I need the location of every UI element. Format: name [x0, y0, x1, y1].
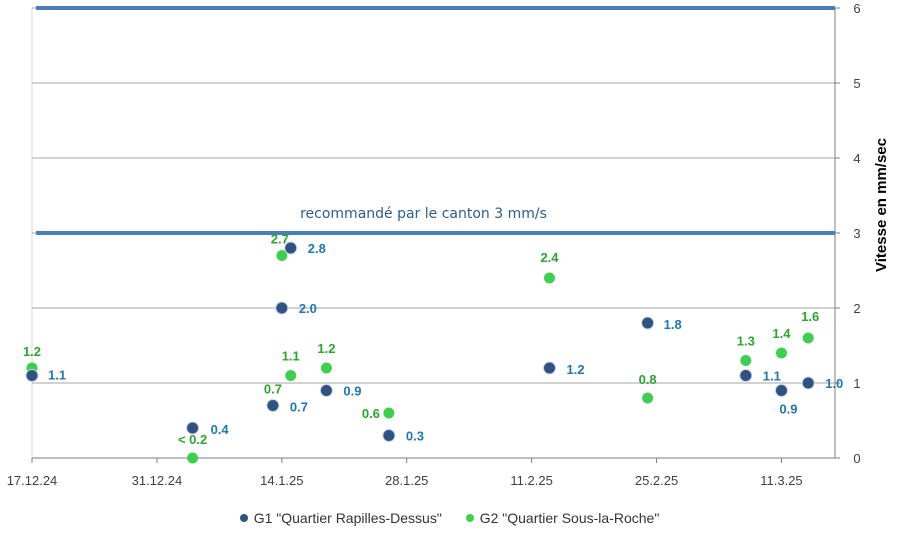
- data-point-g2: [802, 332, 814, 344]
- data-point-g2: [775, 347, 787, 359]
- data-point-g2: [187, 452, 199, 464]
- legend-marker-g2: [465, 514, 474, 522]
- data-label-g2: 2.7: [271, 232, 289, 247]
- data-label-g1: 2.8: [308, 241, 326, 256]
- data-label-g1: 1.0: [825, 376, 843, 391]
- data-label-g1: 1.2: [566, 362, 584, 377]
- legend-item-g1: G1 "Quartier Rapilles-Dessus": [239, 510, 442, 526]
- data-label-g1: 1.8: [664, 317, 682, 332]
- y-tick-label: 5: [853, 76, 860, 91]
- data-label-g1: 1.1: [48, 368, 66, 383]
- y-tick-label: 1: [853, 376, 860, 391]
- x-tick-label: 17.12.24: [7, 473, 58, 488]
- data-label-g2: 0.8: [639, 372, 657, 387]
- x-tick-label: 11.2.25: [510, 473, 552, 488]
- legend-label-g2: G2 "Quartier Sous-la-Roche": [479, 510, 660, 526]
- data-label-g1: 1.1: [763, 369, 781, 384]
- data-label-g1: 0.7: [290, 400, 308, 415]
- data-point-g1: [382, 429, 396, 442]
- legend-label-g1: G1 "Quartier Rapilles-Dessus": [253, 510, 442, 526]
- data-label-g1: 2.0: [299, 301, 317, 316]
- legend: G1 "Quartier Rapilles-Dessus" G2 "Quarti…: [0, 509, 899, 526]
- x-tick-label: 31.12.24: [132, 473, 183, 488]
- y-tick-label: 4: [853, 151, 860, 166]
- data-point-g1: [186, 421, 200, 435]
- data-label-g2: 1.2: [317, 341, 335, 356]
- data-points: [25, 241, 815, 464]
- data-point-g1: [774, 384, 788, 397]
- legend-item-g2: G2 "Quartier Sous-la-Roche": [465, 510, 660, 526]
- data-label-g2: 1.1: [282, 349, 300, 364]
- reference-lines: limite légale 6 mm/srecommandé par le ca…: [36, 6, 835, 235]
- data-labels: 1.2 < 0.2 0.7 2.7 1.1 1.2 0.6 2.4 0.8 1.3 1.4 1.6 1.…: [23, 232, 843, 448]
- data-point-g1: [275, 301, 289, 315]
- data-point-g1: [542, 361, 556, 375]
- data-point-g1: [25, 369, 39, 382]
- data-label-g1: 0.9: [343, 384, 361, 399]
- data-label-g1: 0.3: [406, 429, 424, 444]
- x-tick-label: 14.1.25: [260, 473, 303, 488]
- reference-line-label: recommandé par le canton 3 mm/s: [300, 206, 547, 222]
- x-tick-label: 28.1.25: [385, 473, 428, 488]
- y-axis-label: Vitesse en mm/sec: [873, 138, 890, 272]
- y-tick-label: 0: [853, 451, 860, 466]
- data-label-g2: 0.6: [362, 406, 380, 421]
- data-point-g1: [801, 376, 815, 390]
- data-point-g2: [320, 362, 332, 374]
- data-point-g2: [285, 370, 297, 381]
- data-point-g2: [543, 272, 555, 284]
- data-label-g1: 0.4: [211, 422, 230, 437]
- data-point-g2: [740, 355, 752, 366]
- data-point-g2: [642, 392, 654, 404]
- y-tick-label: 3: [853, 226, 860, 241]
- y-axis-ticks: 0 1 2 3 4 5 6: [835, 1, 861, 466]
- data-label-g2: 0.7: [264, 382, 282, 397]
- data-label-g2: 2.4: [540, 250, 559, 265]
- y-tick-label: 2: [853, 301, 860, 316]
- data-point-g2: [383, 407, 395, 419]
- data-label-g2: 1.2: [23, 344, 41, 359]
- data-point-g2: [276, 250, 288, 261]
- x-axis-ticks: 17.12.24 31.12.24 14.1.25 28.1.25 11.2.25 25.…: [7, 458, 803, 488]
- x-tick-label: 11.3.25: [760, 473, 802, 488]
- data-point-g1: [319, 384, 333, 397]
- data-point-g1: [641, 316, 655, 330]
- data-label-g2: < 0.2: [178, 432, 207, 447]
- data-point-g1: [266, 399, 280, 412]
- data-point-g1: [284, 241, 298, 255]
- data-label-g2: 1.4: [772, 326, 791, 341]
- x-tick-label: 25.2.25: [635, 473, 678, 488]
- data-label-g2: 1.6: [801, 309, 819, 324]
- data-point-g1: [739, 369, 753, 382]
- data-label-g2: 1.3: [737, 334, 755, 349]
- data-label-g1: 0.9: [779, 402, 797, 417]
- y-tick-label: 6: [853, 1, 860, 16]
- legend-marker-g1: [239, 514, 248, 522]
